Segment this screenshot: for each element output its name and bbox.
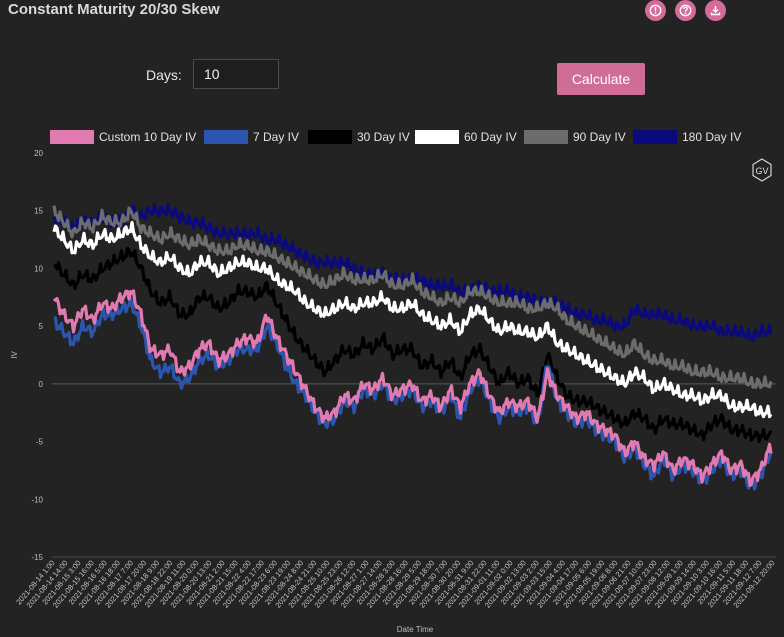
legend-swatch xyxy=(633,130,677,144)
y-tick-label: -10 xyxy=(31,495,43,504)
series-line-90-day-iv xyxy=(52,205,773,389)
legend-label: 7 Day IV xyxy=(253,130,300,144)
y-tick-label: 15 xyxy=(34,207,43,216)
gv-logo: GV xyxy=(752,158,772,182)
legend-swatch xyxy=(415,130,459,144)
x-axis-label: Date Time xyxy=(397,625,434,634)
series-line-custom-10-day-iv xyxy=(52,289,773,487)
top-toolbar xyxy=(645,0,726,21)
legend-label: 90 Day IV xyxy=(573,130,626,144)
y-tick-label: 5 xyxy=(39,322,44,331)
days-label: Days: xyxy=(146,67,182,83)
legend-label: 60 Day IV xyxy=(464,130,517,144)
info-icon[interactable] xyxy=(645,0,666,21)
legend-label: 180 Day IV xyxy=(682,130,742,144)
page-title: Constant Maturity 20/30 Skew xyxy=(8,1,220,18)
gv-badge-text: GV xyxy=(755,166,768,176)
y-axis-label: IV xyxy=(10,351,19,359)
y-tick-label: 10 xyxy=(34,264,43,273)
download-icon[interactable] xyxy=(705,0,726,21)
series-line-30-day-iv xyxy=(53,247,773,444)
days-input[interactable] xyxy=(193,59,279,89)
legend-swatch xyxy=(204,130,248,144)
legend-item-60-day[interactable]: 60 Day IV xyxy=(415,130,517,144)
legend-swatch xyxy=(524,130,568,144)
legend-swatch xyxy=(50,130,94,144)
legend-label: Custom 10 Day IV xyxy=(99,130,197,144)
legend-item-180-day[interactable]: 180 Day IV xyxy=(633,130,741,144)
legend-item-7-day[interactable]: 7 Day IV xyxy=(204,130,299,144)
series-line-7-day-iv xyxy=(53,296,773,491)
legend-item-custom-10-day[interactable]: Custom 10 Day IV xyxy=(50,130,196,144)
y-tick-label: -5 xyxy=(36,438,44,447)
legend-item-30-day[interactable]: 30 Day IV xyxy=(308,130,410,144)
y-tick-label: 0 xyxy=(39,380,44,389)
y-tick-label: 20 xyxy=(34,150,43,158)
legend-item-90-day[interactable]: 90 Day IV xyxy=(524,130,626,144)
help-icon[interactable] xyxy=(675,0,696,21)
series-line-60-day-iv xyxy=(52,220,773,419)
legend-label: 30 Day IV xyxy=(357,130,410,144)
calculate-button[interactable]: Calculate xyxy=(557,63,645,95)
legend-swatch xyxy=(308,130,352,144)
y-tick-label: -15 xyxy=(31,553,43,562)
